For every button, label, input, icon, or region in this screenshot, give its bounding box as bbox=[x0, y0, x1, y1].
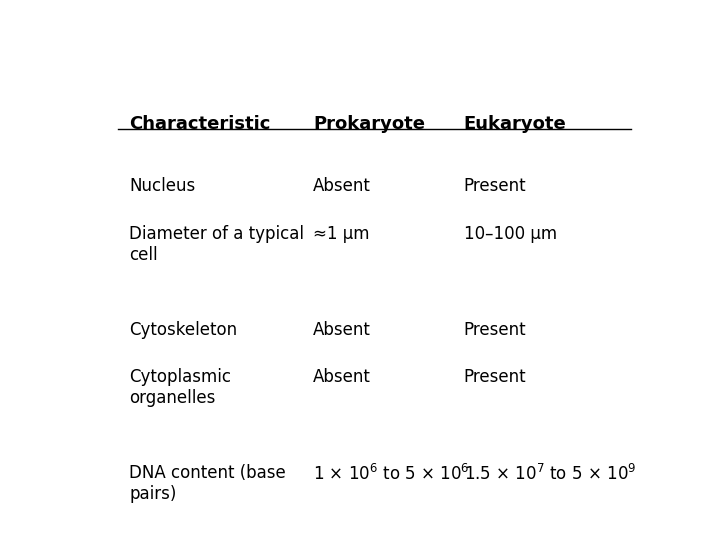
Text: Absent: Absent bbox=[313, 321, 371, 339]
Text: Cytoplasmic
organelles: Cytoplasmic organelles bbox=[129, 368, 231, 407]
Text: Present: Present bbox=[464, 321, 526, 339]
Text: Diameter of a typical
cell: Diameter of a typical cell bbox=[129, 225, 304, 264]
Text: DNA content (base
pairs): DNA content (base pairs) bbox=[129, 464, 286, 503]
Text: Absent: Absent bbox=[313, 177, 371, 195]
Text: Absent: Absent bbox=[313, 368, 371, 386]
Text: 1.5 × 10$^{7}$ to 5 × 10$^{9}$: 1.5 × 10$^{7}$ to 5 × 10$^{9}$ bbox=[464, 464, 636, 484]
Text: ≈1 μm: ≈1 μm bbox=[313, 225, 369, 243]
Text: 1 × 10$^{6}$ to 5 × 10$^{6}$: 1 × 10$^{6}$ to 5 × 10$^{6}$ bbox=[313, 464, 469, 484]
Text: 10–100 μm: 10–100 μm bbox=[464, 225, 557, 243]
Text: Cytoskeleton: Cytoskeleton bbox=[129, 321, 237, 339]
Text: Characteristic: Characteristic bbox=[129, 114, 271, 133]
Text: Prokaryote: Prokaryote bbox=[313, 114, 426, 133]
Text: Present: Present bbox=[464, 368, 526, 386]
Text: Present: Present bbox=[464, 177, 526, 195]
Text: Eukaryote: Eukaryote bbox=[464, 114, 567, 133]
Text: Nucleus: Nucleus bbox=[129, 177, 195, 195]
